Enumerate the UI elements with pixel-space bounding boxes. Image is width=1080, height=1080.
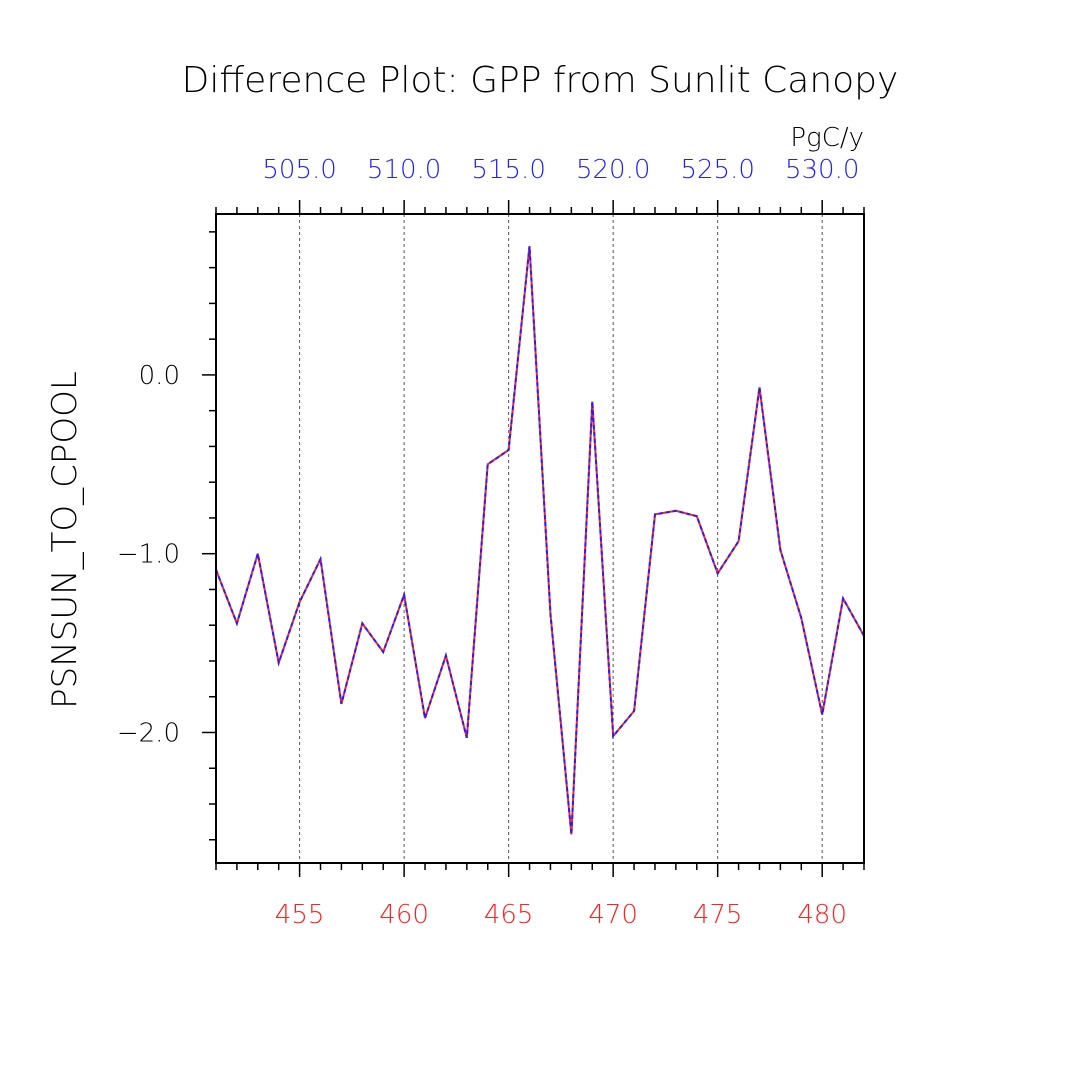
x-tick-label-bottom: 465	[484, 900, 534, 930]
chart-title: Difference Plot: GPP from Sunlit Canopy	[182, 60, 899, 101]
x-tick-label-top: 530.0	[785, 155, 859, 185]
y-tick-label: −2.0	[117, 718, 180, 748]
axis-ticks	[202, 200, 865, 877]
data-series	[215, 246, 865, 835]
x-tick-labels-bottom: 455 460 465 470 475 480	[275, 900, 847, 930]
y-tick-labels: 0.0 −1.0 −2.0	[117, 361, 180, 749]
x-tick-label-bottom: 480	[797, 900, 847, 930]
units-label: PgC/y	[790, 123, 864, 153]
y-tick-label: −1.0	[117, 540, 180, 570]
x-tick-label-top: 505.0	[262, 155, 336, 185]
x-tick-label-top: 510.0	[367, 155, 441, 185]
series-line-2	[215, 246, 865, 835]
plot-frame	[215, 213, 865, 864]
grid-lines	[299, 214, 823, 863]
y-tick-label: 0.0	[139, 361, 180, 391]
x-tick-label-top: 525.0	[680, 155, 754, 185]
x-tick-label-bottom: 455	[275, 900, 325, 930]
x-tick-label-top: 515.0	[471, 155, 545, 185]
x-tick-label-bottom: 470	[588, 900, 638, 930]
x-tick-label-bottom: 475	[693, 900, 743, 930]
series-line-1	[215, 246, 865, 835]
x-tick-label-bottom: 460	[379, 900, 429, 930]
x-tick-labels-top: 505.0 510.0 515.0 520.0 525.0 530.0	[262, 155, 859, 185]
y-axis-label: PSNSUN_TO_CPOOL	[45, 371, 85, 709]
x-tick-label-top: 520.0	[576, 155, 650, 185]
